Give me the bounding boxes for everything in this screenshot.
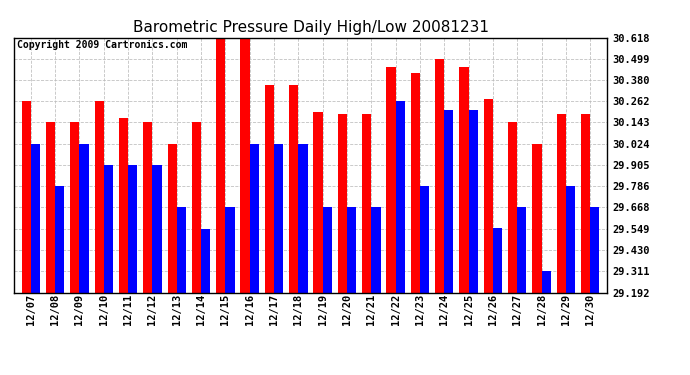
Bar <box>226 207 235 292</box>
Bar <box>493 228 502 292</box>
Bar <box>566 186 575 292</box>
Bar <box>274 144 284 292</box>
Bar <box>128 165 137 292</box>
Bar <box>31 144 40 292</box>
Bar <box>444 111 453 292</box>
Bar <box>484 99 493 292</box>
Bar <box>46 123 55 292</box>
Bar <box>152 165 161 292</box>
Bar <box>532 144 542 292</box>
Bar <box>298 144 308 292</box>
Bar <box>518 207 526 292</box>
Bar <box>337 114 347 292</box>
Bar <box>347 207 356 292</box>
Bar <box>557 114 566 292</box>
Bar <box>411 73 420 292</box>
Bar <box>420 186 429 292</box>
Bar <box>581 114 590 292</box>
Bar <box>313 112 323 292</box>
Bar <box>201 229 210 292</box>
Bar <box>362 114 371 292</box>
Bar <box>119 118 128 292</box>
Bar <box>95 101 103 292</box>
Bar <box>55 186 64 292</box>
Bar <box>192 123 201 292</box>
Bar <box>435 59 444 292</box>
Bar <box>508 123 518 292</box>
Text: Copyright 2009 Cartronics.com: Copyright 2009 Cartronics.com <box>17 40 187 50</box>
Bar <box>70 123 79 292</box>
Bar <box>386 67 395 292</box>
Bar <box>168 144 177 292</box>
Title: Barometric Pressure Daily High/Low 20081231: Barometric Pressure Daily High/Low 20081… <box>132 20 489 35</box>
Bar <box>265 86 274 292</box>
Bar <box>395 101 405 292</box>
Bar <box>542 271 551 292</box>
Bar <box>590 207 600 292</box>
Bar <box>371 207 381 292</box>
Bar <box>250 144 259 292</box>
Bar <box>79 144 89 292</box>
Bar <box>216 38 226 292</box>
Bar <box>469 111 477 292</box>
Bar <box>144 123 152 292</box>
Bar <box>240 38 250 292</box>
Bar <box>177 207 186 292</box>
Bar <box>21 101 31 292</box>
Bar <box>460 67 469 292</box>
Bar <box>104 165 113 292</box>
Bar <box>289 86 298 292</box>
Bar <box>323 207 332 292</box>
